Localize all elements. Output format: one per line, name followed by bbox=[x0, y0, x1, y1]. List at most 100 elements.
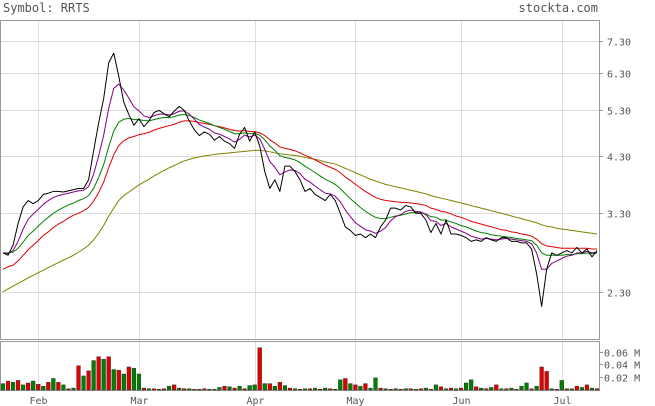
volume-bar bbox=[267, 383, 272, 391]
volume-bar bbox=[534, 385, 539, 391]
volume-axis: 0.06 M0.04 M 0.02 M bbox=[599, 349, 640, 385]
volume-bar bbox=[242, 388, 247, 391]
volume-bar bbox=[161, 388, 167, 391]
volume-bar bbox=[504, 388, 509, 391]
volume-bar bbox=[177, 387, 182, 391]
volume-bar bbox=[499, 388, 504, 391]
series-line-price bbox=[2, 52, 598, 307]
volume-bar bbox=[353, 384, 358, 391]
volume-bar bbox=[363, 383, 368, 391]
volume-bar bbox=[21, 384, 26, 391]
x-tick-label: Apr bbox=[246, 396, 264, 406]
volume-bar bbox=[318, 389, 323, 391]
volume-bar bbox=[443, 388, 449, 391]
volume-bar bbox=[403, 388, 408, 391]
volume-bar bbox=[589, 387, 595, 391]
volume-bar bbox=[106, 356, 111, 391]
volume-bar bbox=[31, 380, 36, 391]
volume-bar bbox=[524, 382, 529, 391]
volume-bar bbox=[307, 388, 313, 391]
volume-bar bbox=[453, 388, 459, 391]
volume-bar bbox=[428, 389, 433, 391]
volume-bar bbox=[187, 388, 192, 391]
volume-bar bbox=[282, 385, 287, 391]
volume-bar bbox=[554, 389, 559, 391]
volume-bar bbox=[484, 388, 489, 391]
volume-bar bbox=[479, 387, 484, 391]
volume-bar bbox=[217, 387, 222, 391]
volume-bar bbox=[212, 389, 217, 391]
volume-bar bbox=[514, 389, 519, 391]
series-line-13-day-ema bbox=[3, 114, 598, 256]
volume-bar bbox=[26, 382, 31, 391]
volume-bar bbox=[232, 387, 237, 391]
volume-bar bbox=[413, 389, 418, 391]
volume-bar bbox=[86, 370, 91, 391]
volume-bar bbox=[368, 387, 373, 391]
x-tick-label: Jul bbox=[553, 396, 571, 406]
volume-bar bbox=[182, 388, 187, 391]
volume-bar bbox=[408, 388, 413, 391]
volume-bar bbox=[388, 389, 393, 391]
volume-bar bbox=[76, 365, 81, 391]
date-axis: Feb Mar Apr May Jun Jul bbox=[29, 396, 571, 406]
volume-bar bbox=[469, 379, 474, 391]
volume-bar bbox=[202, 388, 207, 391]
volume-bar bbox=[167, 385, 172, 391]
volume-bar bbox=[358, 385, 363, 391]
volume-bar bbox=[146, 388, 152, 391]
volume-bar bbox=[56, 382, 61, 391]
y-tick-label: 3.30 bbox=[607, 210, 631, 221]
volume-bar bbox=[297, 389, 303, 391]
volume-bar bbox=[292, 388, 298, 391]
volume-bars bbox=[0, 347, 600, 391]
volume-bar bbox=[252, 384, 257, 391]
volume-bar bbox=[36, 384, 41, 391]
y-tick-label: 2.30 bbox=[607, 289, 631, 300]
volume-bar bbox=[277, 382, 282, 391]
volume-bar bbox=[156, 389, 162, 391]
volume-bar bbox=[594, 388, 600, 391]
volume-bar bbox=[66, 388, 71, 391]
volume-bar bbox=[61, 384, 66, 391]
volume-bar bbox=[474, 386, 479, 391]
volume-bar bbox=[373, 377, 378, 391]
volume-bar bbox=[509, 387, 514, 391]
volume-bar bbox=[459, 387, 464, 391]
volume-tick-label: 0.06 M bbox=[604, 349, 640, 360]
volume-bar bbox=[41, 385, 46, 391]
volume-bar bbox=[343, 378, 348, 391]
volume-bar bbox=[574, 385, 579, 391]
volume-bar bbox=[433, 384, 439, 391]
volume-bar bbox=[151, 388, 157, 391]
site-label[interactable]: stockta.com bbox=[519, 1, 598, 15]
volume-bar bbox=[51, 378, 56, 391]
volume-bar bbox=[111, 369, 116, 391]
volume-bar bbox=[418, 388, 423, 391]
volume-bar bbox=[131, 368, 136, 391]
volume-bar bbox=[16, 380, 21, 391]
y-tick-label: 4.30 bbox=[607, 153, 631, 164]
volume-bar bbox=[5, 380, 11, 391]
x-tick-label: Mar bbox=[130, 396, 148, 406]
volume-bar bbox=[378, 387, 383, 391]
volume-bar bbox=[302, 388, 308, 391]
volume-bar bbox=[237, 385, 242, 391]
volume-bar bbox=[569, 388, 574, 391]
volume-bar bbox=[539, 366, 544, 391]
volume-bar bbox=[81, 375, 86, 391]
volume-bar bbox=[529, 388, 534, 391]
volume-bar bbox=[101, 359, 106, 391]
volume-bar bbox=[348, 383, 353, 391]
x-tick-label: May bbox=[346, 396, 364, 406]
volume-tick-label: 0.04 M bbox=[604, 361, 640, 372]
volume-bar bbox=[197, 389, 202, 391]
volume-bar bbox=[71, 387, 76, 391]
volume-tick-label: 0.02 M bbox=[604, 374, 640, 385]
y-tick-label: 5.30 bbox=[607, 107, 631, 118]
volume-bar bbox=[136, 373, 142, 391]
volume-bar bbox=[328, 388, 333, 391]
price-lines bbox=[2, 52, 598, 307]
volume-bar bbox=[559, 380, 564, 391]
volume-bar bbox=[227, 386, 232, 391]
